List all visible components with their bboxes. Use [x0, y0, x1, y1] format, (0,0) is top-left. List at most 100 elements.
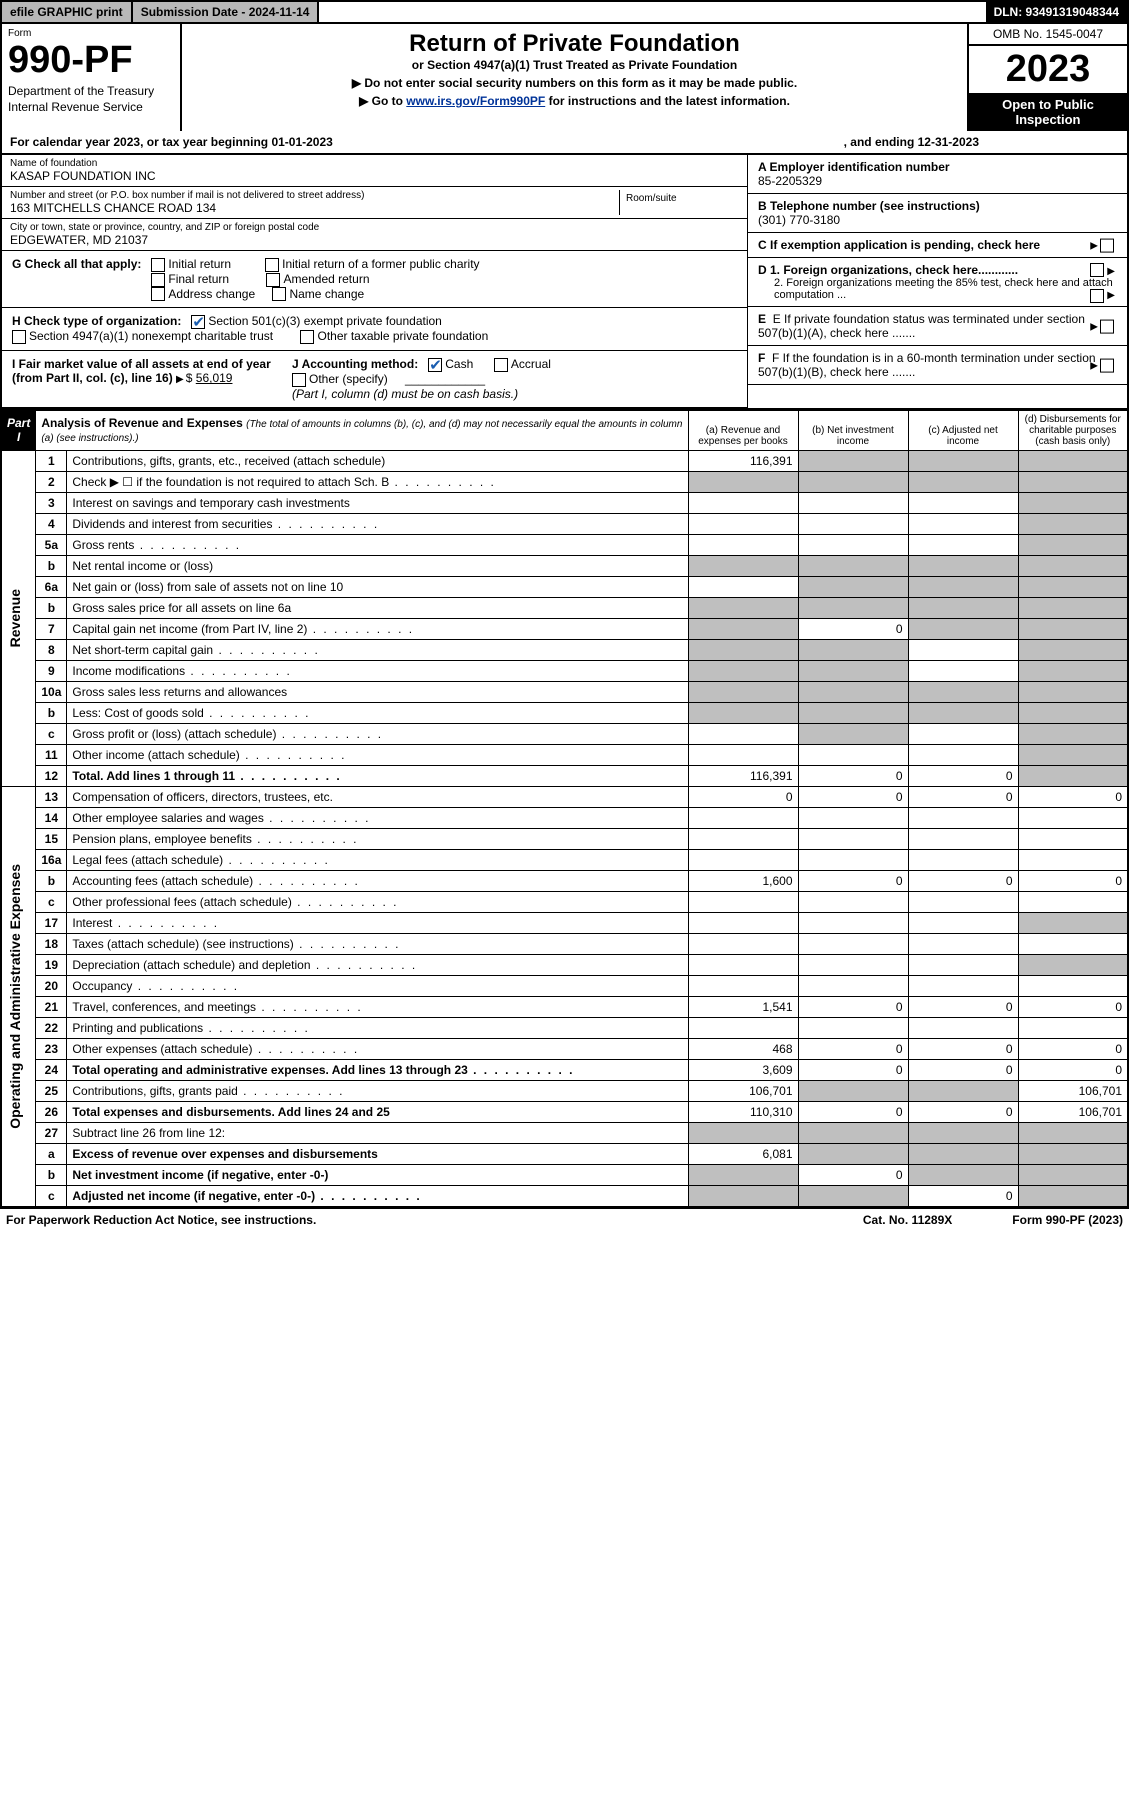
cell-col-d	[1018, 681, 1128, 702]
c-checkbox[interactable]	[1100, 238, 1114, 252]
line-number: 3	[36, 492, 67, 513]
cell-col-d	[1018, 723, 1128, 744]
cell-col-a: 116,391	[688, 450, 798, 471]
footer-formno: Form 990-PF (2023)	[1012, 1213, 1123, 1227]
cell-col-a	[688, 639, 798, 660]
cell-col-b	[798, 450, 908, 471]
phone-value: (301) 770-3180	[758, 213, 840, 227]
line-number: 26	[36, 1101, 67, 1122]
g-name[interactable]: Name change	[272, 287, 364, 302]
note-ssn: ▶ Do not enter social security numbers o…	[194, 76, 955, 90]
table-row: bAccounting fees (attach schedule)1,6000…	[1, 870, 1128, 891]
info-right: A Employer identification number 85-2205…	[747, 155, 1127, 408]
cell-col-c	[908, 450, 1018, 471]
e-checkbox[interactable]	[1100, 319, 1114, 333]
cell-col-c	[908, 534, 1018, 555]
cell-col-c	[908, 891, 1018, 912]
col-b-header: (b) Net investment income	[798, 410, 908, 450]
line-desc: Gross rents	[67, 534, 688, 555]
line-number: 11	[36, 744, 67, 765]
city-label: City or town, state or province, country…	[10, 222, 739, 233]
cell-col-d	[1018, 618, 1128, 639]
line-number: 13	[36, 786, 67, 807]
part-label: Part I	[1, 410, 36, 450]
cell-col-a	[688, 1164, 798, 1185]
table-row: 18Taxes (attach schedule) (see instructi…	[1, 933, 1128, 954]
line-desc: Net rental income or (loss)	[67, 555, 688, 576]
ij-section: I Fair market value of all assets at end…	[2, 351, 747, 408]
g-address[interactable]: Address change	[151, 287, 255, 302]
cell-col-d	[1018, 702, 1128, 723]
cell-col-a	[688, 807, 798, 828]
g-initial-former[interactable]: Initial return of a former public charit…	[265, 257, 479, 272]
h-other[interactable]: Other taxable private foundation	[300, 329, 488, 344]
d1-checkbox[interactable]	[1090, 263, 1104, 277]
cell-col-c	[908, 807, 1018, 828]
g-final[interactable]: Final return	[151, 272, 229, 287]
d2-checkbox[interactable]	[1090, 289, 1104, 303]
cell-col-b	[798, 975, 908, 996]
table-row: 8Net short-term capital gain	[1, 639, 1128, 660]
cell-col-a: 110,310	[688, 1101, 798, 1122]
cell-col-d	[1018, 912, 1128, 933]
cell-col-d	[1018, 450, 1128, 471]
name-label: Name of foundation	[10, 158, 739, 169]
cell-col-c: 0	[908, 1101, 1018, 1122]
h-label: H Check type of organization:	[12, 314, 181, 328]
cell-col-c	[908, 744, 1018, 765]
cell-col-b: 0	[798, 1101, 908, 1122]
line-desc: Excess of revenue over expenses and disb…	[67, 1143, 688, 1164]
table-row: 19Depreciation (attach schedule) and dep…	[1, 954, 1128, 975]
cell-col-a	[688, 723, 798, 744]
table-row: 23Other expenses (attach schedule)468000	[1, 1038, 1128, 1059]
cell-col-d	[1018, 828, 1128, 849]
line-desc: Pension plans, employee benefits	[67, 828, 688, 849]
h-501c3[interactable]: Section 501(c)(3) exempt private foundat…	[191, 314, 441, 329]
cell-col-c: 0	[908, 765, 1018, 786]
f-termination: F F If the foundation is in a 60-month t…	[748, 346, 1127, 385]
cell-col-d	[1018, 597, 1128, 618]
table-row: cAdjusted net income (if negative, enter…	[1, 1185, 1128, 1207]
cell-col-a	[688, 1122, 798, 1143]
form-number: 990-PF	[8, 39, 174, 82]
cell-col-b	[798, 471, 908, 492]
line-desc: Net investment income (if negative, ente…	[67, 1164, 688, 1185]
table-row: 11Other income (attach schedule)	[1, 744, 1128, 765]
cell-col-c	[908, 618, 1018, 639]
efile-label: efile GRAPHIC print	[2, 2, 133, 22]
footer-paperwork: For Paperwork Reduction Act Notice, see …	[6, 1213, 316, 1227]
cell-col-b	[798, 660, 908, 681]
cell-col-d	[1018, 744, 1128, 765]
dln-label: DLN: 93491319048344	[986, 2, 1127, 22]
j-cash[interactable]: Cash	[428, 357, 473, 372]
ein-value: 85-2205329	[758, 174, 822, 188]
g-initial[interactable]: Initial return	[151, 257, 231, 272]
cell-col-d	[1018, 1185, 1128, 1207]
cell-col-d	[1018, 849, 1128, 870]
tax-year: 2023	[969, 46, 1127, 93]
f-checkbox[interactable]	[1100, 358, 1114, 372]
cell-col-b	[798, 723, 908, 744]
g-label: G Check all that apply:	[12, 257, 141, 271]
line-desc: Interest	[67, 912, 688, 933]
addr-cell: Number and street (or P.O. box number if…	[2, 187, 747, 219]
j-accrual[interactable]: Accrual	[494, 357, 551, 372]
irs-link[interactable]: www.irs.gov/Form990PF	[406, 94, 545, 108]
footer-catno: Cat. No. 11289X	[863, 1213, 952, 1227]
cell-col-b: 0	[798, 786, 908, 807]
cell-col-a	[688, 744, 798, 765]
table-row: 5aGross rents	[1, 534, 1128, 555]
j-other[interactable]: Other (specify)	[292, 372, 388, 387]
cell-col-b	[798, 807, 908, 828]
h-4947[interactable]: Section 4947(a)(1) nonexempt charitable …	[12, 329, 273, 344]
g-amended[interactable]: Amended return	[266, 272, 369, 287]
city-value: EDGEWATER, MD 21037	[10, 233, 739, 247]
name-cell: Name of foundation KASAP FOUNDATION INC	[2, 155, 747, 187]
cell-col-d	[1018, 1122, 1128, 1143]
line-number: 10a	[36, 681, 67, 702]
info-grid: Name of foundation KASAP FOUNDATION INC …	[0, 155, 1129, 410]
info-left: Name of foundation KASAP FOUNDATION INC …	[2, 155, 747, 408]
e-terminated: E E If private foundation status was ter…	[748, 307, 1127, 346]
cell-col-d	[1018, 933, 1128, 954]
cell-col-d: 0	[1018, 1038, 1128, 1059]
